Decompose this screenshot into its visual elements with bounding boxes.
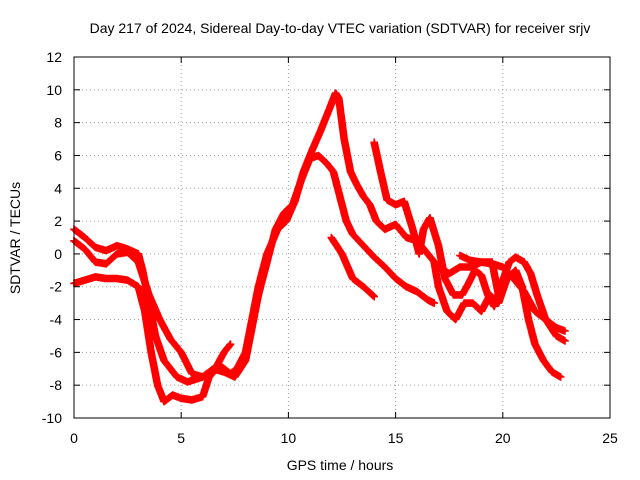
data-point-markers <box>456 251 503 299</box>
y-tick-label: 10 <box>46 82 62 98</box>
x-tick-label: 5 <box>177 430 185 446</box>
y-tick-label: 4 <box>54 180 62 196</box>
x-tick-label: 25 <box>602 430 618 446</box>
x-tick-label: 0 <box>70 430 78 446</box>
series-track-7 <box>456 251 503 299</box>
data-points <box>70 89 569 406</box>
y-axis-title: SDTVAR / TECUs <box>7 182 23 294</box>
x-tick-label: 20 <box>495 430 511 446</box>
y-tick-label: 6 <box>54 147 62 163</box>
x-axis-title: GPS time / hours <box>287 457 394 473</box>
y-tick-label: 2 <box>54 213 62 229</box>
y-tick-label: -4 <box>50 312 63 328</box>
x-tick-label: 10 <box>281 430 297 446</box>
data-point-markers <box>327 233 378 301</box>
y-tick-label: 12 <box>46 49 62 65</box>
data-point-markers <box>430 258 565 381</box>
series-track-3 <box>70 89 569 406</box>
y-tick-label: -8 <box>50 377 63 393</box>
series-track-4 <box>327 233 378 301</box>
series-track-5 <box>370 138 569 345</box>
x-tick-label: 15 <box>388 430 404 446</box>
y-tick-label: 8 <box>54 115 62 131</box>
chart-title: Day 217 of 2024, Sidereal Day-to-day VTE… <box>90 20 591 36</box>
y-tick-label: -6 <box>50 344 63 360</box>
y-tick-label: -10 <box>42 410 62 426</box>
y-tick-label: 0 <box>54 246 62 262</box>
data-point-markers <box>70 89 569 406</box>
axis-ticks: 0 5 10 15 20 25 -10 -8 -6 -4 -2 0 2 4 6 8 10 12 <box>42 49 618 446</box>
plot-frame <box>73 56 611 419</box>
y-tick-label: -2 <box>50 279 63 295</box>
series-track-6 <box>430 258 565 381</box>
data-point-markers <box>370 138 569 345</box>
